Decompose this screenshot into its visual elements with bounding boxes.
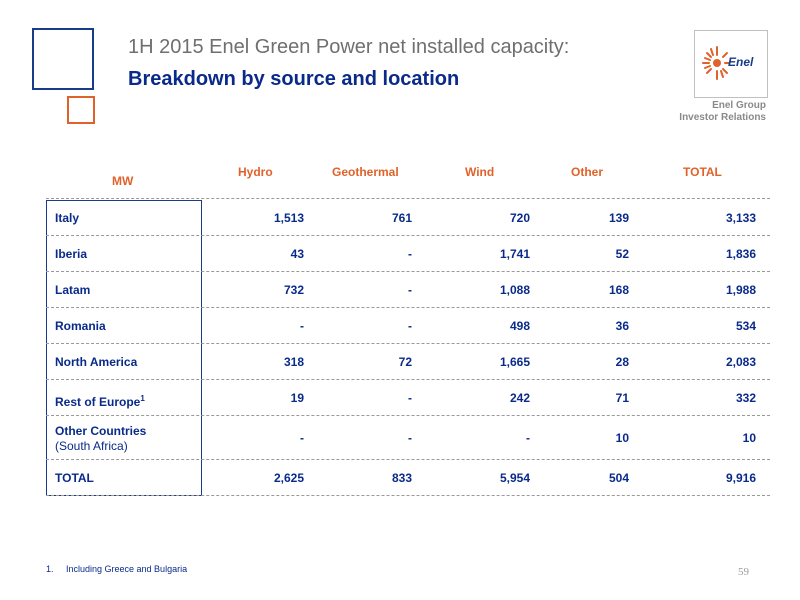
cell-wind: 1,665 xyxy=(499,355,530,369)
row-label: Latam xyxy=(55,283,91,297)
cell-hydro: - xyxy=(300,319,304,333)
table-row-total: TOTAL 2,625 833 5,954 504 9,916 xyxy=(46,460,770,496)
group-label: Enel Group Investor Relations xyxy=(679,100,766,124)
table-row: Latam 732 - 1,088 168 1,988 xyxy=(46,272,770,308)
footnote-marker: 1 xyxy=(140,394,145,403)
cell-total: 10 xyxy=(742,431,756,445)
row-label: Romania xyxy=(55,319,106,333)
page-subtitle: Breakdown by source and location xyxy=(128,68,460,90)
group-line-1: Enel Group xyxy=(712,100,766,111)
cell-hydro: 318 xyxy=(283,355,304,369)
footnote-text: Including Greece and Bulgaria xyxy=(66,564,188,574)
cell-geothermal: 833 xyxy=(391,471,412,485)
cell-wind: 1,088 xyxy=(499,283,530,297)
cell-wind: 5,954 xyxy=(499,471,530,485)
cell-total: 3,133 xyxy=(725,211,756,225)
cell-other: 168 xyxy=(608,283,629,297)
decorative-square-small xyxy=(67,96,95,124)
cell-hydro: 43 xyxy=(290,247,304,261)
cell-geothermal: - xyxy=(408,319,412,333)
column-header-hydro: Hydro xyxy=(238,165,273,179)
cell-total: 1,836 xyxy=(725,247,756,261)
enel-logo: Enel xyxy=(694,30,768,98)
cell-other: 36 xyxy=(615,319,629,333)
cell-geothermal: 72 xyxy=(398,355,412,369)
table-row: Other Countries (South Africa) - - - 10 1… xyxy=(46,416,770,460)
logo-text: Enel xyxy=(728,55,754,69)
table-row: Rest of Europe1 19 - 242 71 332 xyxy=(46,380,770,416)
cell-hydro: 2,625 xyxy=(273,471,304,485)
column-header-total: TOTAL xyxy=(683,165,722,179)
cell-other: 10 xyxy=(615,431,629,445)
cell-hydro: 732 xyxy=(283,283,304,297)
cell-total: 9,916 xyxy=(725,471,756,485)
cell-hydro: - xyxy=(300,431,304,445)
table-row: North America 318 72 1,665 28 2,083 xyxy=(46,344,770,380)
row-label: North America xyxy=(55,355,138,369)
footnote-number: 1. xyxy=(46,564,54,574)
footnote: 1. Including Greece and Bulgaria xyxy=(46,564,187,574)
table-row: Romania - - 498 36 534 xyxy=(46,308,770,344)
cell-geothermal: - xyxy=(408,431,412,445)
cell-other: 504 xyxy=(608,471,629,485)
cell-wind: 242 xyxy=(509,391,530,405)
column-header-other: Other xyxy=(571,165,604,179)
cell-geothermal: 761 xyxy=(391,211,412,225)
table-row: Iberia 43 - 1,741 52 1,836 xyxy=(46,236,770,272)
row-label: Iberia xyxy=(55,247,88,261)
cell-hydro: 1,513 xyxy=(273,211,304,225)
decorative-square-large xyxy=(32,28,94,90)
unit-header: MW xyxy=(112,174,134,188)
page-title: 1H 2015 Enel Green Power net installed c… xyxy=(128,36,570,58)
cell-geothermal: - xyxy=(408,283,412,297)
enel-sun-icon xyxy=(702,46,730,80)
row-label: Italy xyxy=(55,211,80,225)
cell-wind: 498 xyxy=(509,319,530,333)
group-line-2: Investor Relations xyxy=(679,112,766,123)
cell-hydro: 19 xyxy=(290,391,304,405)
cell-total: 332 xyxy=(735,391,756,405)
row-label: Other Countries (South Africa) xyxy=(55,424,147,453)
cell-total: 2,083 xyxy=(725,355,756,369)
page-number: 59 xyxy=(738,566,749,578)
row-label: Rest of Europe1 xyxy=(55,394,145,409)
cell-geothermal: - xyxy=(408,391,412,405)
row-label-detail: (South Africa) xyxy=(55,439,128,453)
cell-other: 28 xyxy=(615,355,629,369)
cell-total: 1,988 xyxy=(725,283,756,297)
row-label: TOTAL xyxy=(55,471,94,485)
cell-other: 139 xyxy=(608,211,629,225)
cell-wind: 720 xyxy=(509,211,530,225)
table-row: Italy 1,513 761 720 139 3,133 xyxy=(46,200,770,236)
header-divider xyxy=(46,198,770,199)
cell-geothermal: - xyxy=(408,247,412,261)
cell-total: 534 xyxy=(735,319,756,333)
cell-wind: 1,741 xyxy=(499,247,530,261)
cell-wind: - xyxy=(526,431,530,445)
column-header-geothermal: Geothermal xyxy=(332,165,399,179)
cell-other: 71 xyxy=(615,391,629,405)
cell-other: 52 xyxy=(615,247,629,261)
column-header-wind: Wind xyxy=(465,165,495,179)
